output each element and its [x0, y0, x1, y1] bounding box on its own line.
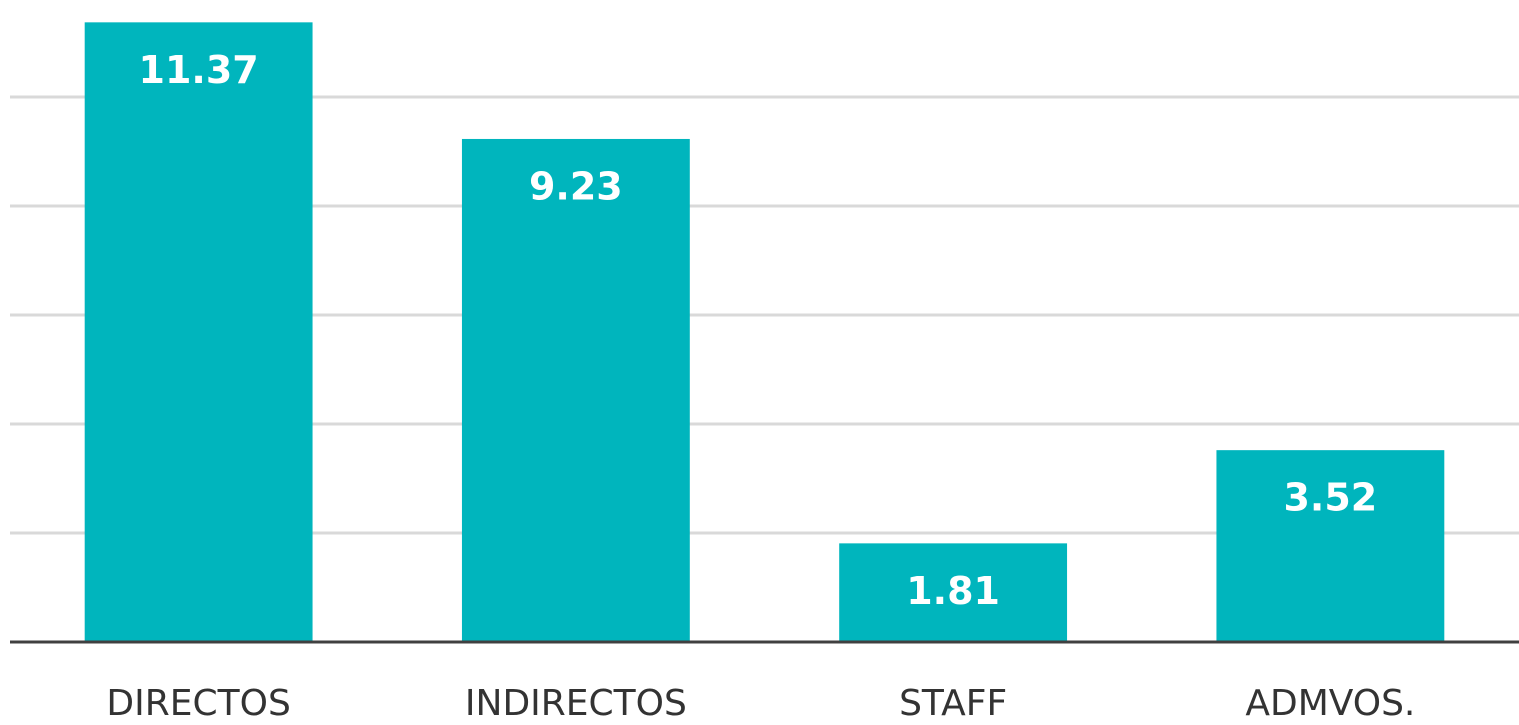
x-tick-label: INDIRECTOS — [465, 683, 687, 724]
x-tick-label: DIRECTOS — [106, 683, 290, 724]
data-label: 11.37 — [139, 48, 259, 92]
data-label: 1.81 — [906, 569, 1000, 613]
data-label: 3.52 — [1283, 476, 1377, 520]
bar — [839, 543, 1068, 642]
bar — [461, 138, 690, 642]
data-label: 9.23 — [529, 164, 623, 208]
bar — [1216, 450, 1445, 642]
bar — [84, 22, 313, 642]
x-tick-label: ADMVOS. — [1245, 683, 1415, 724]
x-tick-label: STAFF — [899, 683, 1007, 724]
